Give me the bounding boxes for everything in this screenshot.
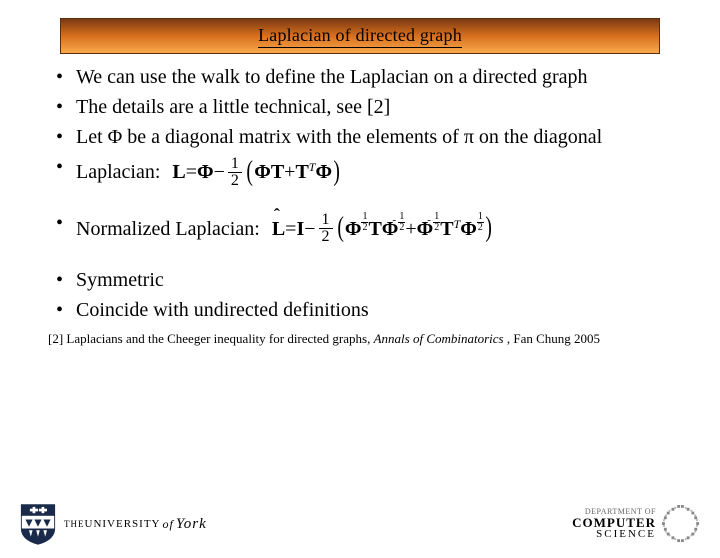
half-fraction: 1 2 — [228, 156, 242, 189]
normalized-laplacian-formula: L = I − 1 2 ( Φ12 T Φ12 + Φ12 TT Φ12 ) — [272, 210, 493, 246]
citation-journal: Annals of Combinatorics — [374, 331, 504, 346]
shield-icon — [20, 503, 56, 545]
york-wordmark: THE UNIVERSITY of York — [64, 516, 207, 533]
bullet-list-3: Symmetric Coincide with undirected defin… — [48, 267, 672, 323]
footer: THE UNIVERSITY of York DEPARTMENT OF COM… — [0, 496, 720, 558]
half-fraction-2: 1 2 — [319, 212, 333, 245]
slide-title-bar: Laplacian of directed graph — [60, 18, 660, 54]
bullet-4: Laplacian: L = Φ − 1 2 ( ΦT + TTΦ ) — [48, 154, 672, 190]
slide-content: We can use the walk to define the Laplac… — [48, 64, 672, 323]
bullet-6: Symmetric — [48, 267, 672, 293]
bullet-2: The details are a little technical, see … — [48, 94, 672, 120]
citation-ref: [2] Laplacians and the Cheeger inequalit… — [48, 331, 370, 346]
york-logo-group: THE UNIVERSITY of York — [20, 503, 207, 545]
citation-rest: , Fan Chung 2005 — [507, 331, 600, 346]
cs-logo-group: DEPARTMENT OF COMPUTER SCIENCE — [572, 505, 700, 543]
citation: [2] Laplacians and the Cheeger inequalit… — [48, 331, 672, 347]
bullet-5-prefix: Normalized Laplacian: — [76, 216, 260, 242]
bullet-1: We can use the walk to define the Laplac… — [48, 64, 672, 90]
bullet-list-2: Normalized Laplacian: L = I − 1 2 ( Φ12 … — [48, 210, 672, 246]
slide-title-text: Laplacian of directed graph — [258, 25, 462, 48]
bullet-5: Normalized Laplacian: L = I − 1 2 ( Φ12 … — [48, 210, 672, 246]
bullet-3: Let Φ be a diagonal matrix with the elem… — [48, 124, 672, 150]
laplacian-formula: L = Φ − 1 2 ( ΦT + TTΦ ) — [172, 154, 341, 190]
bullet-list: We can use the walk to define the Laplac… — [48, 64, 672, 190]
cs-wordmark: DEPARTMENT OF COMPUTER SCIENCE — [572, 508, 656, 540]
bullet-7: Coincide with undirected definitions — [48, 297, 672, 323]
bullet-4-prefix: Laplacian: — [76, 159, 160, 185]
pixel-ring-icon — [662, 505, 700, 543]
